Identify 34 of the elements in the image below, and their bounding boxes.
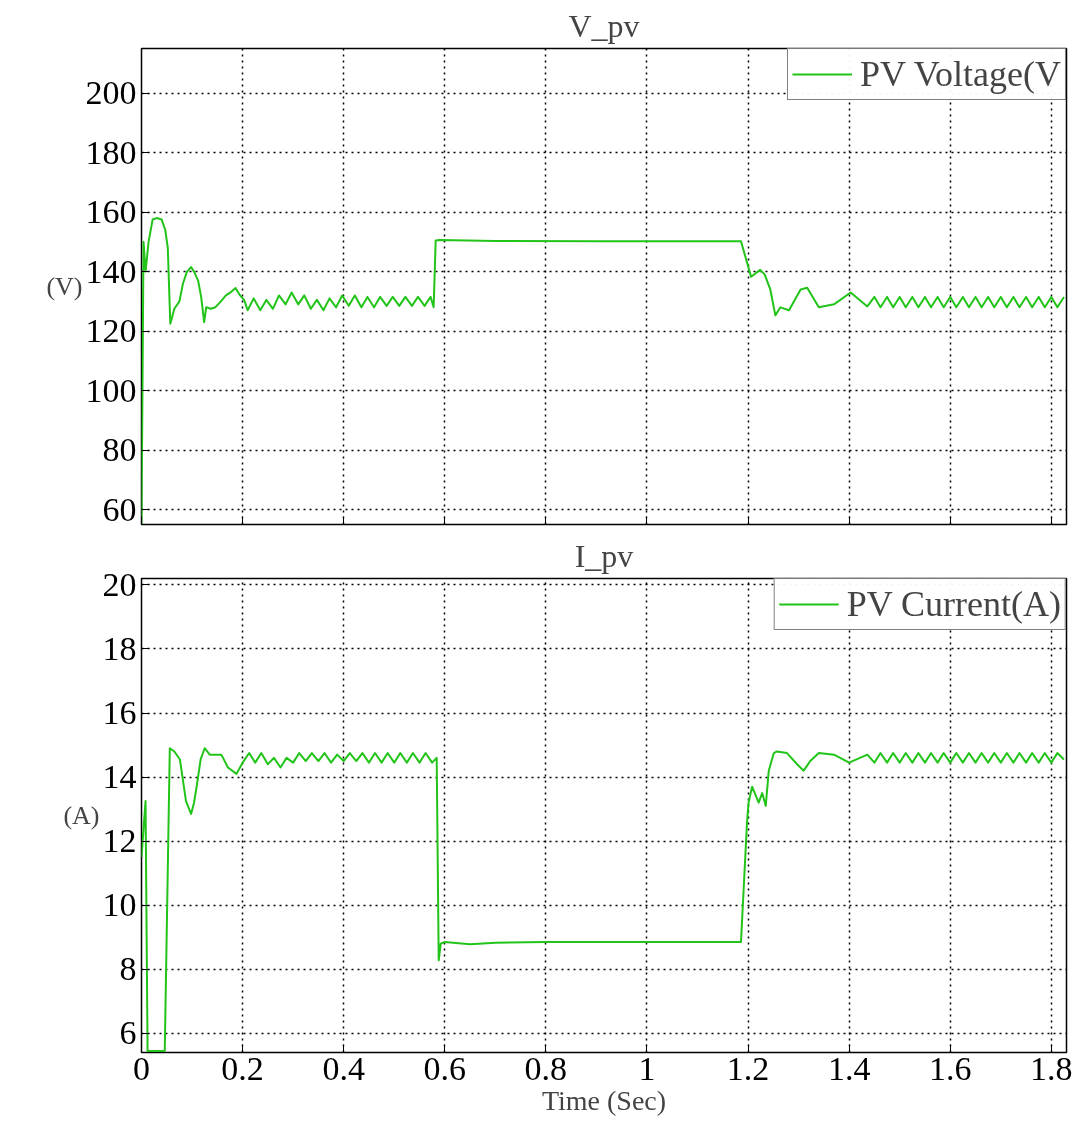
y-tick-label: 200	[85, 74, 137, 112]
line-series	[141, 747, 1065, 1052]
y-tick-label: 20	[102, 565, 137, 603]
x-tick-label: 1.4	[827, 1049, 871, 1087]
x-tick-label: 0	[133, 1049, 150, 1087]
chart-title: I_pv	[574, 537, 634, 574]
y-tick-label: 18	[102, 629, 137, 667]
x-tick-label: 0.2	[221, 1049, 264, 1087]
y-tick-label: 16	[102, 694, 137, 732]
y-axis-title: (V)	[46, 272, 83, 301]
x-tick-label: 1.8	[1030, 1049, 1073, 1087]
y-axis-title: (A)	[63, 801, 100, 830]
y-tick-label: 180	[85, 133, 137, 171]
y-tick-label: 8	[119, 950, 137, 988]
y-tick-label: 6	[119, 1014, 137, 1052]
x-tick-label: 1.2	[726, 1049, 770, 1087]
x-tick-label: 1.6	[928, 1049, 972, 1087]
y-tick-label: 100	[85, 371, 137, 409]
y-tick-label: 14	[102, 758, 137, 796]
y-tick-label: 12	[102, 822, 137, 860]
legend-label: PV Current(A)	[846, 583, 1061, 625]
y-tick-label: 120	[85, 312, 137, 350]
y-tick-label: 80	[102, 431, 137, 469]
x-tick-label: 0.6	[423, 1049, 467, 1087]
x-axis-title: Time (Sec)	[541, 1084, 667, 1116]
chart-title: V_pv	[568, 7, 640, 44]
y-tick-label: 60	[102, 490, 137, 528]
x-tick-label: 0.8	[524, 1049, 568, 1087]
y-tick-label: 140	[85, 252, 137, 290]
x-tick-label: 0.4	[322, 1049, 365, 1087]
y-tick-label: 160	[85, 193, 137, 231]
x-tick-label: 1	[638, 1049, 656, 1087]
legend-label: PV Voltage(V	[859, 53, 1061, 95]
y-tick-label: 10	[102, 886, 137, 924]
